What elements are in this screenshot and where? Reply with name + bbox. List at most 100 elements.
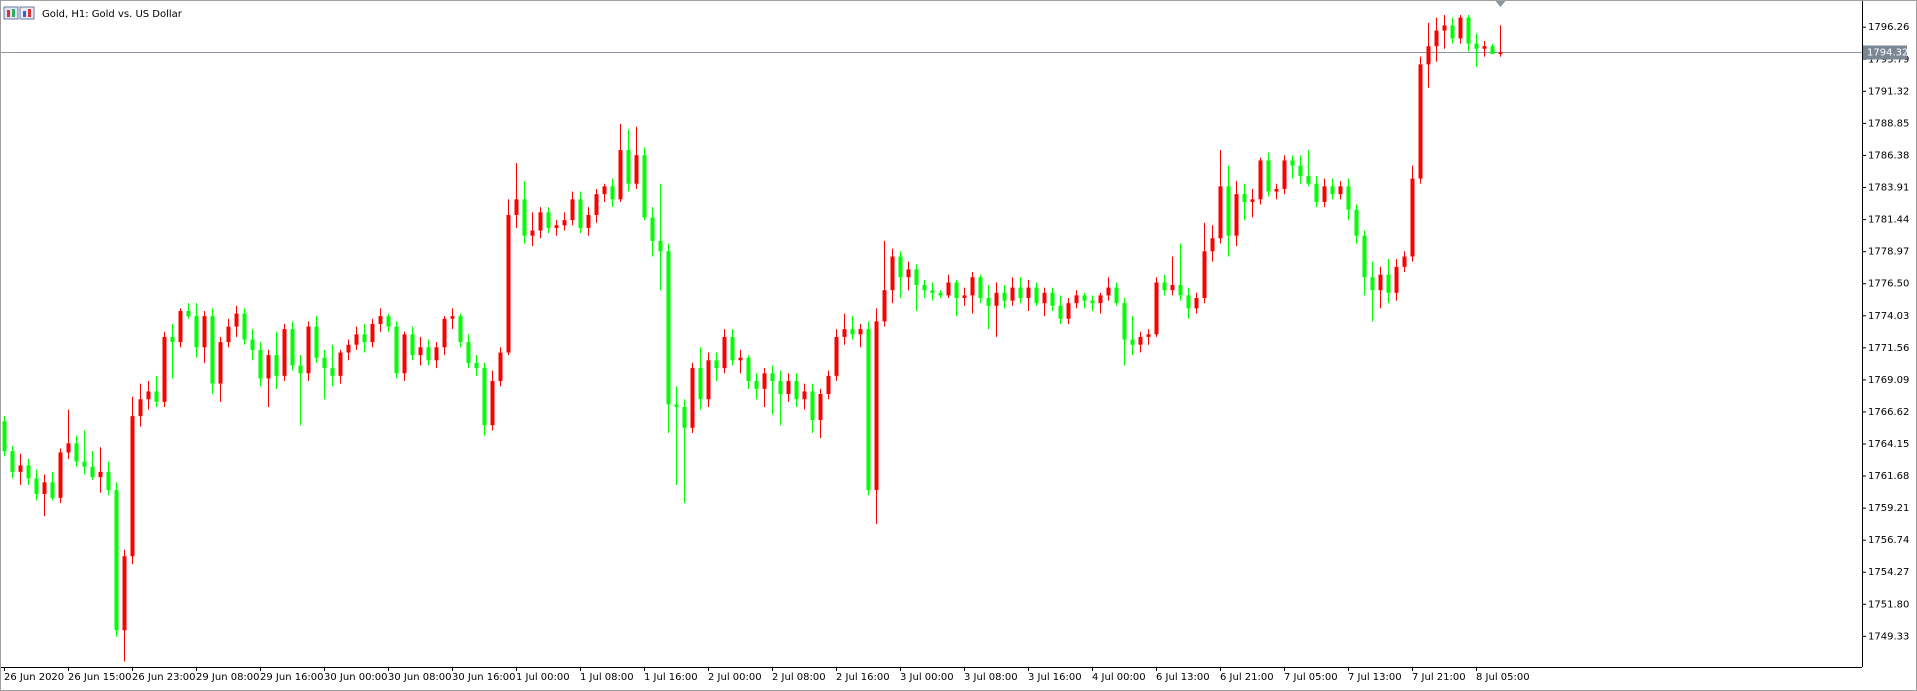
candle-body: [738, 357, 743, 361]
candle-body: [1434, 30, 1439, 47]
candle-body: [146, 391, 151, 400]
y-tick-label: 1778.97: [1868, 247, 1909, 258]
candle-body: [402, 334, 407, 374]
candle-body: [618, 150, 623, 200]
candle-body: [354, 334, 359, 345]
candle-body: [1322, 186, 1327, 202]
y-tick-label: 1751.80: [1868, 599, 1909, 610]
candle-body: [1010, 287, 1015, 301]
x-tick-label: 29 Jun 16:00: [260, 672, 324, 683]
x-tick-label: 2 Jul 00:00: [708, 672, 762, 683]
candle-body: [578, 199, 583, 228]
y-tick-label: 1781.44: [1868, 215, 1909, 226]
candle-body: [458, 316, 463, 343]
candle-body: [1042, 292, 1047, 304]
candle-body: [66, 443, 71, 453]
candle-body: [370, 323, 375, 343]
candle-body: [522, 199, 527, 236]
candle-body: [890, 256, 895, 291]
candle-body: [410, 334, 415, 356]
candle-body: [818, 394, 823, 420]
x-tick-label: 26 Jun 2020: [4, 672, 64, 683]
candle-body: [650, 217, 655, 241]
candle-body: [1082, 295, 1087, 301]
candle-body: [1058, 305, 1063, 319]
y-tick-label: 1749.33: [1868, 631, 1909, 642]
candle-body: [746, 357, 751, 382]
x-tick-label: 1 Jul 08:00: [580, 672, 634, 683]
candle-body: [914, 269, 919, 286]
candle-body: [602, 186, 607, 195]
candle-body: [194, 316, 199, 348]
y-tick-label: 1793.79: [1868, 54, 1909, 65]
price-label: 1794.32: [1867, 48, 1908, 59]
candle-body: [506, 214, 511, 353]
candle-body: [1258, 160, 1263, 200]
candle-body: [842, 329, 847, 337]
candle-body: [626, 150, 631, 184]
candle-body: [882, 290, 887, 322]
y-tick-label: 1776.50: [1868, 279, 1909, 290]
x-tick-label: 26 Jun 15:00: [68, 672, 132, 683]
candle-body: [1098, 295, 1103, 304]
candle-body: [786, 381, 791, 395]
candle-body: [1114, 287, 1119, 304]
candle-body: [682, 407, 687, 428]
candle-body: [1338, 186, 1343, 195]
candle-body: [1378, 274, 1383, 291]
x-tick-label: 30 Jun 16:00: [452, 672, 516, 683]
candle-body: [794, 381, 799, 400]
x-tick-label: 2 Jul 16:00: [836, 672, 890, 683]
candle-body: [714, 360, 719, 369]
candle-body: [1066, 303, 1071, 319]
candle-body: [114, 490, 119, 631]
candle-body: [42, 482, 47, 494]
x-tick-label: 1 Jul 16:00: [644, 672, 698, 683]
candle-body: [1330, 186, 1335, 195]
candle-body: [1362, 235, 1367, 278]
symbol-icon: [3, 6, 35, 20]
x-tick-label: 7 Jul 13:00: [1348, 672, 1402, 683]
price-label-box: [1863, 45, 1907, 60]
candle-body: [1290, 160, 1295, 166]
candle-body: [1154, 282, 1159, 335]
candle-body: [218, 342, 223, 384]
candle-body: [858, 329, 863, 335]
candle-body: [850, 329, 855, 335]
candle-body: [1402, 256, 1407, 267]
candle-body: [314, 326, 319, 358]
candle-body: [282, 329, 287, 376]
candle-body: [1298, 165, 1303, 176]
y-tick-label: 1796.26: [1868, 22, 1909, 33]
candle-body: [1018, 287, 1023, 298]
candle-body: [58, 452, 63, 498]
candle-body: [1186, 295, 1191, 309]
y-tick-label: 1771.56: [1868, 343, 1909, 354]
candle-body: [978, 277, 983, 298]
candle-body: [610, 186, 615, 200]
candle-body: [922, 285, 927, 291]
candle-body: [1266, 160, 1271, 192]
candle-body: [330, 368, 335, 376]
candle-body: [1170, 285, 1175, 291]
candle-body: [754, 381, 759, 389]
candle-body: [562, 220, 567, 226]
candle-body: [178, 310, 183, 343]
candle-body: [50, 482, 55, 498]
candle-body: [154, 391, 159, 402]
x-tick-label: 1 Jul 00:00: [516, 672, 570, 683]
candle-body: [346, 344, 351, 353]
candle-body: [594, 194, 599, 215]
candle-body: [1162, 282, 1167, 291]
candle-body: [1274, 188, 1279, 192]
candle-body: [250, 339, 255, 350]
candle-body: [874, 321, 879, 491]
candle-body: [938, 292, 943, 296]
x-tick-label: 2 Jul 08:00: [772, 672, 826, 683]
candle-body: [1466, 17, 1471, 44]
candle-body: [554, 225, 559, 228]
candle-body: [82, 461, 87, 467]
candle-body: [386, 316, 391, 327]
candle-body: [1418, 64, 1423, 179]
